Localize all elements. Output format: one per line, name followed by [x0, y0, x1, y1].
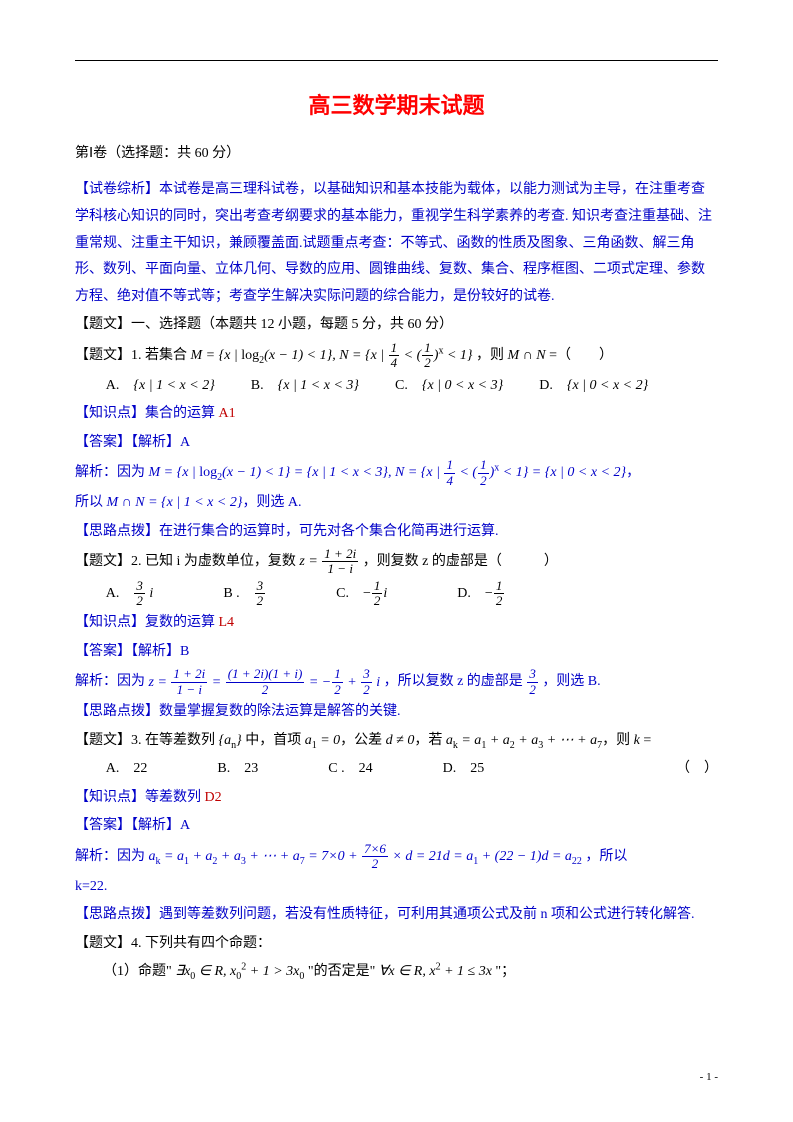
- ans-label: 【答案】【解析】: [75, 435, 180, 450]
- sol-tail: ，所以: [585, 849, 627, 864]
- q4-i1-post: "；: [495, 964, 515, 979]
- kp-text: 集合的运算: [145, 406, 219, 421]
- analysis-label: 【试卷综析】: [75, 182, 159, 197]
- q4-i1-pre: （1）命题": [103, 964, 175, 979]
- q3-optD: D. 25: [443, 756, 485, 783]
- sol-label: 解析：因为: [75, 849, 149, 864]
- page-number: - 1 -: [700, 1067, 718, 1088]
- ans-val: A: [180, 818, 190, 833]
- q1-ans: 【答案】【解析】A: [75, 430, 718, 457]
- kp-code: D2: [205, 790, 222, 805]
- q3-sol-math: ak = a1 + a2 + a3 + ⋯ + a7 = 7×0 + 7×62 …: [149, 849, 582, 864]
- kp-text: 复数的运算: [145, 615, 219, 630]
- q2-stem: 【题文】2. 已知 i 为虚数单位，复数 z = 1 + 2i1 − i ，则复…: [75, 547, 718, 577]
- q1-tip: 【思路点拨】在进行集合的运算时，可先对各个集合化简再进行运算.: [75, 519, 718, 546]
- sol-mid: ，所以复数 z 的虚部是: [384, 675, 527, 690]
- q3-optA: A. 22: [106, 756, 148, 783]
- q1-options: A. {x | 1 < x < 2} B. {x | 1 < x < 3} C.…: [75, 373, 718, 400]
- top-rule: [75, 60, 718, 61]
- ans-label: 【答案】【解析】: [75, 644, 180, 659]
- kp-code: A1: [219, 406, 236, 421]
- tip-label: 【思路点拨】: [75, 524, 159, 539]
- q4-item1: （1）命题" ∃x0 ∈ R, x02 + 1 > 3x0 "的否定是" ∀x …: [75, 959, 718, 986]
- q1-math: M = {x | log2(x − 1) < 1}, N = {x | 14 <…: [191, 348, 473, 363]
- tip-text: 在进行集合的运算时，可先对各个集合化简再进行运算.: [159, 524, 499, 539]
- q2-optD: D. −12: [457, 579, 505, 609]
- q2-ans: 【答案】【解析】B: [75, 639, 718, 666]
- q3-pre: 【题文】3. 在等差数列: [75, 733, 215, 748]
- q2-kp: 【知识点】复数的运算 L4: [75, 610, 718, 637]
- page-title: 高三数学期末试题: [75, 85, 718, 127]
- q3-optB: B. 23: [217, 756, 258, 783]
- q1-optC: C. {x | 0 < x < 3}: [395, 373, 503, 400]
- tip-label: 【思路点拨】: [75, 704, 159, 719]
- ans-val: A: [180, 435, 190, 450]
- q2-post: ，则复数 z 的虚部是（ ）: [363, 554, 558, 569]
- q2-pre: 【题文】2. 已知 i 为虚数单位，复数: [75, 554, 299, 569]
- q1-sol-tail: 所以 M ∩ N = {x | 1 < x < 2}，则选 A.: [75, 490, 718, 517]
- q2-sol-math: z = 1 + 2i1 − i = (1 + 2i)(1 + i)2 = −12…: [149, 675, 381, 690]
- kp-label: 【知识点】: [75, 615, 145, 630]
- q2-tip: 【思路点拨】数量掌握复数的除法运算是解答的关键.: [75, 699, 718, 726]
- tip-text: 遇到等差数列问题，若没有性质特征，可利用其通项公式及前 n 项和公式进行转化解答…: [159, 907, 695, 922]
- q3-options: A. 22 B. 23 C . 24 D. 25: [75, 756, 676, 783]
- analysis-block: 【试卷综析】本试卷是高三理科试卷，以基础知识和基本技能为载体，以能力测试为主导，…: [75, 177, 718, 310]
- q1-stem: 【题文】1. 若集合 M = {x | log2(x − 1) < 1}, N …: [75, 341, 718, 371]
- q4-i1-math2: ∀x ∈ R, x2 + 1 ≤ 3x: [379, 964, 492, 979]
- kp-label: 【知识点】: [75, 790, 145, 805]
- sol-label: 解析：因为: [75, 675, 149, 690]
- q2-sol: 解析：因为 z = 1 + 2i1 − i = (1 + 2i)(1 + i)2…: [75, 667, 718, 697]
- q3-kp: 【知识点】等差数列 D2: [75, 785, 718, 812]
- q4-stem: 【题文】4. 下列共有四个命题：: [75, 931, 718, 958]
- tip-label: 【思路点拨】: [75, 907, 159, 922]
- sol-tail: ，则选 B.: [542, 675, 600, 690]
- q3-optC: C . 24: [328, 756, 372, 783]
- q1-pre: 【题文】1. 若集合: [75, 348, 191, 363]
- paren: （ ）: [676, 756, 718, 783]
- q4-i1-math1: ∃x0 ∈ R, x02 + 1 > 3x0: [175, 964, 304, 979]
- q2-optA: A. 32 i: [106, 579, 154, 609]
- sol-label: 解析：因为: [75, 465, 149, 480]
- q3-sol: 解析：因为 ak = a1 + a2 + a3 + ⋯ + a7 = 7×0 +…: [75, 842, 718, 872]
- kp-label: 【知识点】: [75, 406, 145, 421]
- q3-ans: 【答案】【解析】A: [75, 813, 718, 840]
- q2-optC: C. −12i: [336, 579, 387, 609]
- q1-optD: D. {x | 0 < x < 2}: [539, 373, 648, 400]
- q3-tip: 【思路点拨】遇到等差数列问题，若没有性质特征，可利用其通项公式及前 n 项和公式…: [75, 902, 718, 929]
- kp-text: 等差数列: [145, 790, 205, 805]
- ans-label: 【答案】【解析】: [75, 818, 180, 833]
- q4-i1-mid: "的否定是": [308, 964, 379, 979]
- kp-code: L4: [219, 615, 235, 630]
- q2-options: A. 32 i B . 32 C. −12i D. −12: [75, 579, 718, 609]
- section-heading: 【题文】一、选择题（本题共 12 小题，每题 5 分，共 60 分）: [75, 312, 718, 339]
- q1-optB: B. {x | 1 < x < 3}: [251, 373, 359, 400]
- q3-stem: 【题文】3. 在等差数列 {an} 中，首项 a1 = 0，公差 d ≠ 0，若…: [75, 728, 718, 755]
- q1-sol: 解析：因为 M = {x | log2(x − 1) < 1} = {x | 1…: [75, 458, 718, 488]
- section-label: 第Ⅰ卷（选择题：共 60 分）: [75, 141, 718, 168]
- q1-sol-math: M = {x | log2(x − 1) < 1} = {x | 1 < x <…: [149, 465, 627, 480]
- analysis-text: 本试卷是高三理科试卷，以基础知识和基本技能为载体，以能力测试为主导，在注重考查学…: [75, 182, 712, 303]
- q2-optB: B . 32: [223, 579, 266, 609]
- q3-k: k=22.: [75, 874, 718, 901]
- q1-kp: 【知识点】集合的运算 A1: [75, 401, 718, 428]
- q2-math: z = 1 + 2i1 − i: [299, 554, 359, 569]
- ans-val: B: [180, 644, 189, 659]
- tip-text: 数量掌握复数的除法运算是解答的关键.: [159, 704, 401, 719]
- q1-optA: A. {x | 1 < x < 2}: [106, 373, 215, 400]
